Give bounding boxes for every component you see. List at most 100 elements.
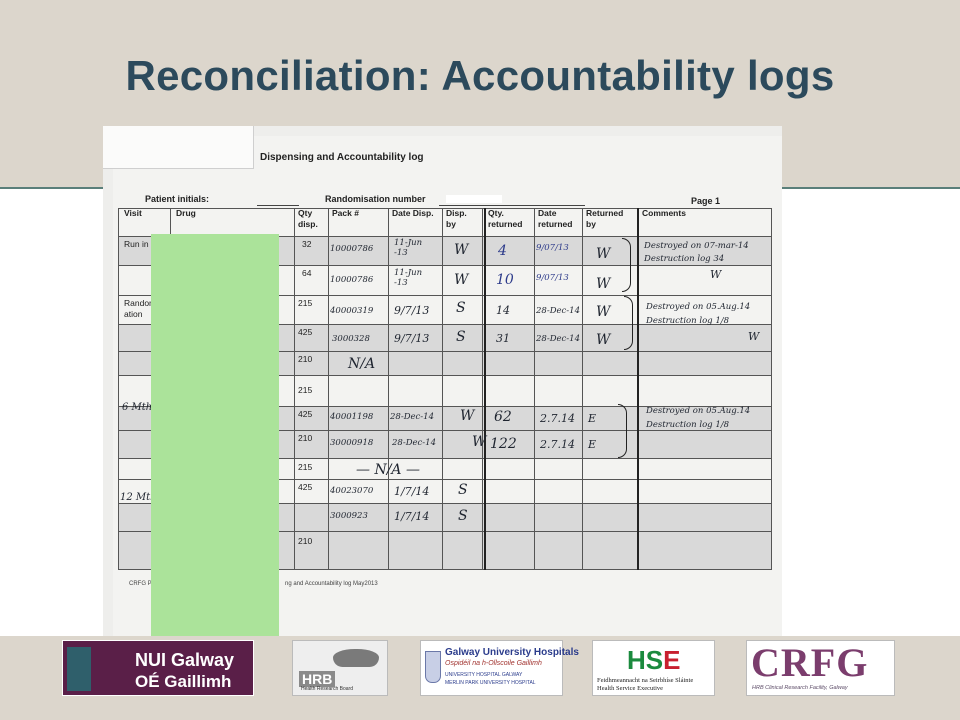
dispensed-by: S bbox=[458, 508, 468, 524]
qty-disp-cell: 215 bbox=[298, 462, 313, 472]
crfg-logo: CRFG HRB Clinical Research Facility, Gal… bbox=[746, 640, 895, 696]
returned-by: W bbox=[596, 246, 611, 262]
dispensed-by: S bbox=[456, 329, 466, 345]
randomisation-line bbox=[439, 205, 585, 206]
table-rule bbox=[482, 208, 483, 570]
date-returned: 28-Dec-14 bbox=[536, 334, 580, 344]
slide-title: Reconciliation: Accountability logs bbox=[125, 52, 835, 99]
dispensed-by: W bbox=[472, 434, 487, 450]
guh-logo-line4: MERLIN PARK UNIVERSITY HOSPITAL bbox=[445, 680, 536, 686]
table-rule bbox=[442, 208, 443, 570]
qty-disp-cell: 210 bbox=[298, 433, 313, 443]
returned-by: E bbox=[588, 412, 597, 425]
form-footer-right: ng and Accountability log May2013 bbox=[285, 581, 378, 587]
na-note: N/A bbox=[348, 356, 376, 372]
dispensed-by: W bbox=[460, 408, 475, 424]
returned-by: W bbox=[596, 276, 611, 292]
pack-number: 30000918 bbox=[330, 438, 374, 448]
crfg-logo-word: CRFG bbox=[751, 640, 869, 685]
table-rule bbox=[118, 265, 772, 266]
qty-disp-cell: 215 bbox=[298, 385, 313, 395]
hrb-emblem-icon bbox=[333, 649, 379, 667]
table-rule bbox=[118, 295, 772, 296]
table-rule bbox=[118, 430, 772, 431]
log-photo: Dispensing and Accountability log Patien… bbox=[103, 126, 782, 636]
header-comments: Comments bbox=[642, 208, 686, 218]
returned-box-edge bbox=[484, 208, 486, 570]
date-dispensed: 28-Dec-14 bbox=[390, 412, 434, 422]
qty-returned: 4 bbox=[498, 243, 507, 259]
redaction-mask bbox=[446, 195, 502, 203]
qty-disp-cell: 210 bbox=[298, 536, 313, 546]
pack-number: 10000786 bbox=[330, 244, 374, 254]
visit-run-in: Run in bbox=[124, 239, 149, 249]
bracket-mark bbox=[622, 238, 631, 292]
header-visit: Visit bbox=[124, 208, 142, 218]
tower-icon bbox=[67, 647, 91, 691]
date-dispensed: 9/7/13 bbox=[394, 332, 430, 345]
randomisation-label: Randomisation number bbox=[325, 194, 426, 204]
returned-by: W bbox=[596, 332, 611, 348]
pack-number: 40023070 bbox=[330, 486, 374, 496]
nui-galway-logo: NUI Galway OÉ Gaillimh bbox=[62, 640, 254, 696]
table-rule bbox=[118, 324, 772, 325]
pack-number: 40001198 bbox=[330, 412, 374, 422]
guh-logo-line3: UNIVERSITY HOSPITAL GALWAY bbox=[445, 672, 523, 678]
date-returned: 2.7.14 bbox=[540, 438, 575, 451]
table-rule bbox=[118, 208, 119, 570]
pack-number: 3000923 bbox=[330, 511, 368, 521]
qty-returned: 62 bbox=[494, 409, 512, 425]
table-rule bbox=[534, 208, 535, 570]
header-disp-by: Disp. by bbox=[446, 208, 467, 229]
table-rule bbox=[118, 351, 772, 352]
date-returned: 28-Dec-14 bbox=[536, 306, 580, 316]
qty-disp-cell: 64 bbox=[302, 268, 312, 278]
header-qty-returned: Qty. returned bbox=[488, 208, 523, 229]
visit-randomisation: Randomis ation bbox=[124, 298, 163, 319]
comment-note: Destroyed on 05.Aug.14 bbox=[646, 302, 751, 312]
header-returned-by: Returned by bbox=[586, 208, 624, 229]
bracket-mark bbox=[624, 296, 633, 350]
table-rule bbox=[118, 569, 772, 570]
nui-logo-line1: NUI Galway bbox=[135, 650, 235, 670]
nui-logo-line2: OÉ Gaillimh bbox=[135, 672, 232, 691]
returned-box-edge bbox=[637, 208, 639, 570]
qty-disp-cell: 32 bbox=[302, 239, 312, 249]
date-dispensed: 1/7/14 bbox=[394, 485, 430, 498]
crest-icon bbox=[425, 651, 441, 683]
hrb-logo-word: HRB bbox=[299, 671, 336, 687]
date-dispensed: 1/7/14 bbox=[394, 510, 430, 523]
qty-disp-cell: 425 bbox=[298, 327, 313, 337]
logo-strip: NUI Galway OÉ Gaillimh HRB Health Resear… bbox=[0, 636, 960, 720]
qty-disp-cell: 425 bbox=[298, 482, 313, 492]
comment-note: Destruction log 34 bbox=[644, 254, 725, 264]
date-dispensed: 11-Jun -13 bbox=[394, 268, 423, 288]
table-rule bbox=[118, 406, 772, 407]
visit-12-month: 12 Mth bbox=[120, 492, 157, 503]
table-rule bbox=[118, 375, 772, 376]
pack-number: 3000328 bbox=[332, 334, 370, 344]
table-rule bbox=[118, 458, 772, 459]
table-rule bbox=[388, 208, 389, 570]
table-rule bbox=[118, 479, 772, 480]
date-returned: 9/07/13 bbox=[536, 273, 569, 283]
dispensed-by: W bbox=[454, 242, 469, 258]
table-rule bbox=[582, 208, 583, 570]
header-date-disp: Date Disp. bbox=[392, 208, 434, 218]
qty-returned: 14 bbox=[496, 304, 510, 317]
hse-logo-line2: Health Service Executive bbox=[597, 685, 664, 692]
dispensed-by: W bbox=[454, 272, 469, 288]
comment-note: W bbox=[748, 330, 760, 343]
comment-note: Destruction log 1/8 bbox=[646, 316, 730, 326]
green-sticky-note bbox=[151, 234, 279, 636]
qty-returned: 122 bbox=[490, 436, 517, 452]
header-qty-disp: Qty disp. bbox=[298, 208, 318, 229]
header-drug: Drug bbox=[176, 208, 196, 218]
overlapping-paper bbox=[103, 126, 254, 169]
galway-university-hospitals-logo: Galway University Hospitals Ospidéil na … bbox=[420, 640, 579, 696]
log-title: Dispensing and Accountability log bbox=[260, 152, 424, 163]
comment-note: Destroyed on 05.Aug.14 bbox=[646, 406, 751, 416]
guh-logo-line2: Ospidéil na h-Ollscoile Gaillimh bbox=[445, 660, 542, 667]
header-pack: Pack # bbox=[332, 208, 359, 218]
dispensed-by: S bbox=[458, 482, 468, 498]
